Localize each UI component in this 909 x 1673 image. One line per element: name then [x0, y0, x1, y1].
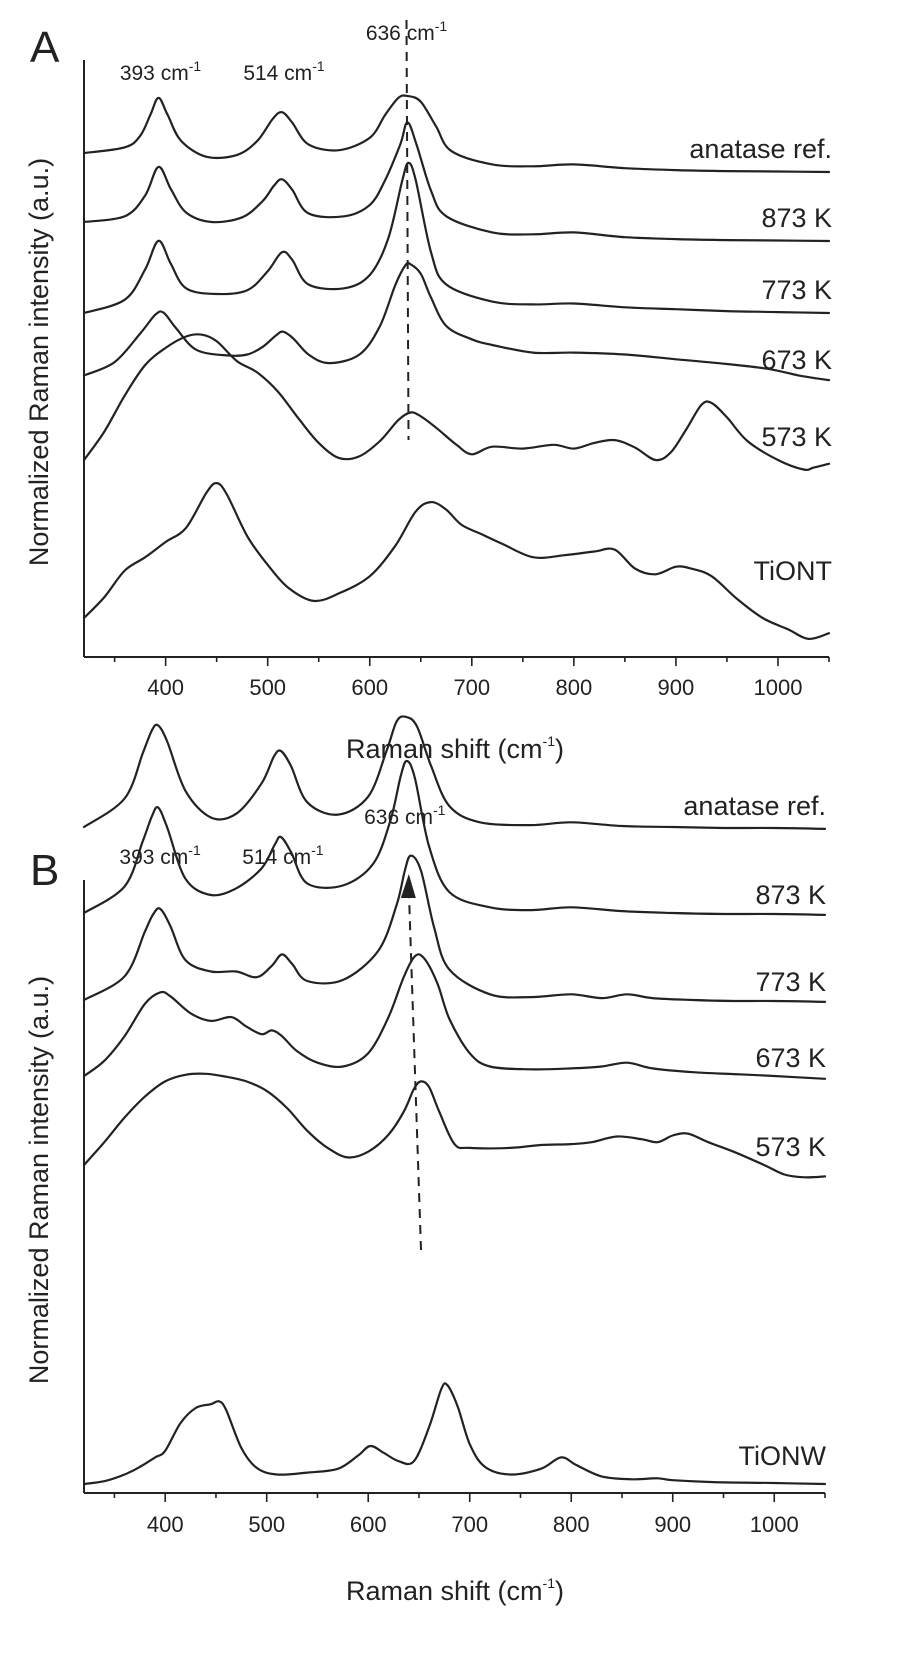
peak-label-393: 393 cm-1 [119, 842, 201, 869]
series-label: 773 K [755, 967, 826, 997]
x-ticks-a: 400 500 600 700 800 900 1000 [113, 657, 830, 700]
series-line-573-k [82, 1072, 827, 1179]
series-label: 673 K [761, 345, 832, 375]
peak-annotations-b: 393 cm-1 514 cm-1 636 cm-1 [119, 802, 445, 869]
series-label: 873 K [761, 203, 832, 233]
panel-letter-b: B [30, 846, 59, 895]
peak-label-514: 514 cm-1 [243, 58, 325, 85]
peak-guide-a [405, 19, 410, 441]
series-label: 773 K [761, 275, 832, 305]
peak-guide-b [400, 874, 423, 1251]
x-axis-a: 400 500 600 700 800 900 1000 [83, 60, 830, 700]
panel-a: A Normalized Raman intensity (a.u.) Rama… [24, 18, 832, 764]
spectra-a: anatase ref. 873 K 773 K 673 K 573 K TiONT [82, 94, 832, 641]
series-line-tiont [82, 481, 831, 641]
x-tick-label: 500 [248, 1512, 285, 1537]
series-label: TiONW [739, 1441, 827, 1471]
x-tick-label: 400 [147, 1512, 184, 1537]
spectra-b: anatase ref. 873 K 773 K 673 K 573 K TiONW [82, 715, 827, 1486]
peak-label-393: 393 cm-1 [120, 58, 202, 85]
series-line-773-k [82, 854, 827, 1003]
y-axis-title-a: Normalized Raman intensity (a.u.) [24, 158, 54, 566]
y-axis-title-text-a: Normalized Raman intensity (a.u.) [24, 158, 54, 566]
peak-label-514: 514 cm-1 [242, 842, 324, 869]
series-line-anatase-ref- [82, 94, 831, 174]
series-label: 573 K [761, 422, 832, 452]
series-line-673-k [82, 953, 827, 1080]
series-label: 873 K [755, 880, 826, 910]
x-tick-label: 900 [658, 675, 695, 700]
peak-annotations-a: 393 cm-1 514 cm-1 636 cm-1 [120, 18, 448, 85]
x-tick-label: 400 [147, 675, 184, 700]
series-line-873-k [82, 121, 831, 243]
x-tick-label: 800 [553, 1512, 590, 1537]
x-axis-title-b: Raman shift (cm-1) [346, 1575, 564, 1606]
x-axis-title-a: Raman shift (cm-1) [346, 733, 564, 764]
series-label: anatase ref. [689, 134, 832, 164]
x-axis-b: 400 500 600 700 800 900 1000 [83, 880, 826, 1537]
series-line-anatase-ref- [82, 715, 827, 830]
x-tick-label: 500 [249, 675, 286, 700]
x-tick-label: 800 [556, 675, 593, 700]
series-label: anatase ref. [683, 791, 826, 821]
peak-label-636: 636 cm-1 [366, 18, 448, 45]
x-tick-label: 1000 [753, 675, 802, 700]
series-line-773-k [82, 161, 831, 315]
peak-shift-guide-line [407, 889, 423, 1251]
peak-shift-arrowhead [400, 874, 416, 898]
x-tick-label: 700 [453, 675, 490, 700]
peak-label-636: 636 cm-1 [364, 802, 446, 829]
x-tick-label: 600 [351, 675, 388, 700]
series-line-873-k [82, 759, 827, 916]
series-label: 673 K [755, 1043, 826, 1073]
y-axis-title-b: Normalized Raman intensity (a.u.) [24, 976, 54, 1384]
y-axis-title-text-b: Normalized Raman intensity (a.u.) [24, 976, 54, 1384]
series-label: TiONT [754, 556, 832, 586]
peak-position-guide-line [405, 19, 410, 441]
x-ticks-b: 400 500 600 700 800 900 1000 [113, 1493, 826, 1537]
series-line-tionw [82, 1382, 827, 1486]
series-line-673-k [82, 261, 831, 382]
x-tick-label: 900 [654, 1512, 691, 1537]
series-line-573-k [82, 333, 831, 471]
series-label: 573 K [755, 1132, 826, 1162]
x-tick-label: 700 [451, 1512, 488, 1537]
x-tick-label: 600 [350, 1512, 387, 1537]
x-tick-label: 1000 [750, 1512, 799, 1537]
panel-b: B Normalized Raman intensity (a.u.) Rama… [24, 715, 827, 1606]
panel-letter-a: A [30, 23, 60, 72]
